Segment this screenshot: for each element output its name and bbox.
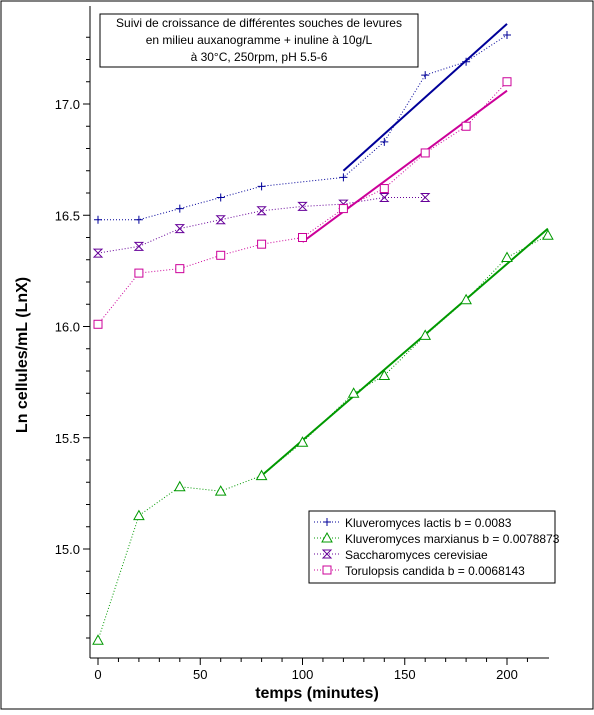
data-point-kluveromyces-marxianus-9 — [460, 293, 472, 305]
data-point-kluveromyces-marxianus-4 — [255, 469, 268, 481]
data-point-saccharomyces-cerevisiae-7 — [379, 192, 390, 202]
title-box: Suivi de croissance de différentes souch… — [99, 13, 419, 68]
legend-label-kluveromyces-lactis: Kluveromyces lactis b = 0.0083 — [345, 516, 512, 530]
plot-area: 0 50 100 150 200 15.0 15.5 16.0 16.5 17.0 — [55, 6, 554, 682]
data-point-kluveromyces-marxianus-0 — [92, 634, 104, 645]
data-point-kluveromyces-lactis-9 — [503, 31, 511, 40]
data-point-saccharomyces-cerevisiae-0 — [92, 248, 104, 258]
series-line-saccharomyces-cerevisiae — [97, 197, 426, 254]
data-point-kluveromyces-lactis-6 — [380, 137, 389, 146]
data-point-kluveromyces-lactis-8 — [462, 57, 471, 66]
data-point-kluveromyces-lactis-4 — [257, 182, 266, 191]
y-tick-label-0: 15.0 — [55, 542, 80, 557]
data-point-kluveromyces-marxianus-7 — [378, 369, 391, 380]
data-point-kluveromyces-lactis-7 — [421, 71, 430, 80]
x-tick-label-50: 50 — [193, 667, 207, 682]
data-point-kluveromyces-marxianus-8 — [419, 329, 432, 340]
data-point-kluveromyces-marxianus-10 — [501, 251, 513, 263]
data-point-kluveromyces-marxianus-3 — [214, 485, 227, 496]
x-tick-label-0: 0 — [94, 667, 101, 682]
data-point-kluveromyces-marxianus-1 — [133, 509, 145, 521]
fit-line-kluveromyces-lactis — [342, 23, 508, 172]
data-point-torulopsis-candida-1 — [134, 268, 144, 278]
data-point-kluveromyces-lactis-1 — [134, 215, 143, 224]
y-axis-label: Ln cellules/mL (LnX) — [14, 277, 31, 433]
title-box-border — [99, 13, 419, 68]
fit-line-kluveromyces-marxianus — [260, 227, 549, 477]
x-tick-label-150: 150 — [394, 667, 416, 682]
data-point-kluveromyces-marxianus-2 — [173, 480, 186, 492]
data-point-saccharomyces-cerevisiae-2 — [174, 224, 186, 234]
data-point-torulopsis-candida-0 — [93, 319, 103, 329]
legend-border — [308, 510, 556, 584]
data-point-torulopsis-candida-9 — [461, 121, 471, 131]
legend-marker-kluveromyces-lactis — [323, 518, 331, 526]
x-tick-label-100: 100 — [292, 667, 314, 682]
y-tick-label-3: 16.5 — [55, 208, 80, 223]
data-point-saccharomyces-cerevisiae-3 — [215, 215, 226, 225]
legend-label-kluveromyces-marxianus: Kluveromyces marxianus b = 0.0078873 — [345, 532, 560, 546]
data-point-torulopsis-candida-4 — [257, 239, 267, 249]
data-point-kluveromyces-lactis-3 — [216, 193, 225, 202]
data-point-saccharomyces-cerevisiae-8 — [419, 192, 431, 202]
legend-label-torulopsis-candida: Torulopsis candida b = 0.0068143 — [345, 564, 525, 578]
data-point-saccharomyces-cerevisiae-4 — [256, 206, 267, 216]
data-point-saccharomyces-cerevisiae-5 — [297, 201, 308, 211]
data-point-saccharomyces-cerevisiae-1 — [133, 241, 145, 251]
legend-label-saccharomyces-cerevisiae: Saccharomyces cerevisiae — [345, 548, 488, 562]
legend-items: Kluveromyces lactis b = 0.0083 Kluveromy… — [314, 516, 560, 578]
data-point-kluveromyces-lactis-0 — [94, 215, 102, 224]
legend-marker-saccharomyces-cerevisiae — [321, 549, 333, 559]
legend-marker-torulopsis-candida — [322, 565, 332, 575]
data-point-torulopsis-candida-7 — [379, 184, 389, 194]
data-point-torulopsis-candida-5 — [298, 233, 307, 242]
series-line-torulopsis-candida — [97, 81, 508, 325]
data-point-kluveromyces-marxianus-5 — [296, 436, 309, 447]
legend-marker-kluveromyces-marxianus — [321, 531, 333, 543]
data-point-kluveromyces-marxianus-6 — [347, 387, 360, 398]
chart-title-line-1: Suivi de croissance de différentes souch… — [116, 16, 402, 30]
data-point-kluveromyces-marxianus-11 — [542, 229, 554, 240]
fit-line-torulopsis-candida — [301, 89, 508, 243]
data-point-torulopsis-candida-2 — [175, 264, 185, 274]
chart-title-line-2: en milieu auxanogramme + inuline à 10g/L — [146, 33, 373, 47]
y-tick-label-2: 16.0 — [55, 320, 80, 335]
y-tick-label-1: 15.5 — [55, 431, 80, 446]
data-point-kluveromyces-lactis-5 — [339, 173, 348, 182]
data-point-torulopsis-candida-6 — [338, 204, 348, 214]
data-point-kluveromyces-lactis-2 — [175, 204, 184, 213]
x-tick-label-200: 200 — [496, 667, 518, 682]
data-point-torulopsis-candida-3 — [216, 250, 226, 260]
chart-title-line-3: à 30°C, 250rpm, pH 5.5-6 — [191, 50, 328, 64]
x-axis-label: temps (minutes) — [255, 685, 379, 702]
legend: Kluveromyces lactis b = 0.0083 Kluveromy… — [308, 510, 560, 584]
y-tick-label-4: 17.0 — [55, 97, 80, 112]
data-point-torulopsis-candida-10 — [502, 77, 512, 87]
data-point-torulopsis-candida-8 — [420, 148, 430, 158]
